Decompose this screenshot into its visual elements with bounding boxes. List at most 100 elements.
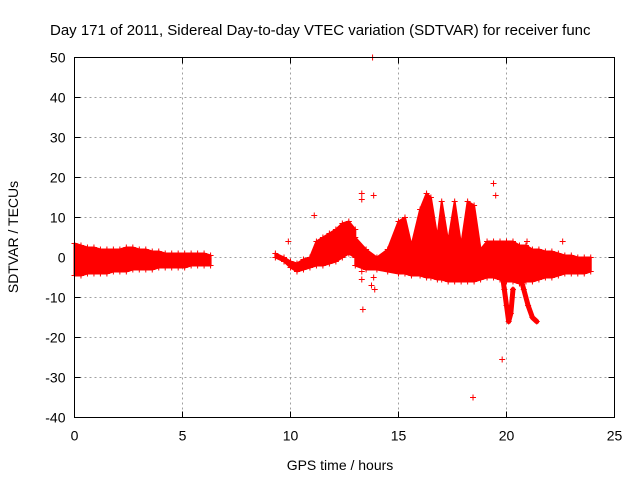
data-point — [535, 246, 542, 253]
y-axis-label: SDTVAR / TECUs — [5, 181, 21, 293]
data-point — [548, 274, 555, 281]
data-point — [287, 258, 294, 265]
data-point — [129, 266, 136, 273]
x-axis-label: GPS time / hours — [287, 457, 394, 473]
data-point — [162, 250, 169, 257]
data-point — [319, 262, 326, 269]
data-point — [168, 264, 175, 271]
data-point — [520, 286, 527, 293]
data-point — [384, 246, 391, 253]
data-point — [497, 238, 504, 245]
data-point — [503, 302, 510, 309]
outlier-point — [499, 356, 506, 363]
data-point — [293, 268, 300, 275]
data-point — [339, 220, 346, 227]
x-tick-label: 0 — [71, 428, 79, 444]
data-point — [287, 264, 294, 271]
data-point — [458, 278, 465, 285]
outlier-point — [358, 190, 365, 197]
data-point — [194, 262, 201, 269]
data-point — [471, 278, 478, 285]
data-point — [201, 262, 208, 269]
y-tick-label: -20 — [45, 330, 65, 346]
data-point — [363, 246, 370, 253]
data-point — [129, 244, 136, 251]
data-point — [509, 278, 516, 285]
outlier-point — [370, 192, 377, 199]
data-point — [408, 272, 415, 279]
data-band — [274, 220, 357, 273]
data-point — [445, 238, 452, 245]
data-point — [525, 302, 532, 309]
data-point — [300, 256, 307, 263]
data-point — [395, 270, 402, 277]
data-point — [451, 278, 458, 285]
data-point — [142, 266, 149, 273]
data-point — [516, 242, 523, 249]
data-point — [427, 194, 434, 201]
outlier-point — [470, 394, 477, 401]
data-point — [175, 264, 182, 271]
data-point — [97, 270, 104, 277]
outlier-point — [358, 268, 365, 275]
data-point — [110, 268, 117, 275]
y-tick-label: 10 — [50, 210, 66, 226]
x-tick-label: 20 — [499, 428, 515, 444]
outlier-point — [524, 238, 531, 245]
data-point — [188, 250, 195, 257]
data-point — [509, 286, 516, 293]
data-point — [548, 248, 555, 255]
y-tick-label: 0 — [58, 250, 66, 266]
data-point — [188, 262, 195, 269]
data-point — [136, 266, 143, 273]
y-tick-label: 20 — [50, 170, 66, 186]
data-point — [123, 244, 130, 251]
data-point — [451, 198, 458, 205]
data-point — [142, 246, 149, 253]
data-point — [116, 246, 123, 253]
data-point — [384, 268, 391, 275]
data-point — [401, 214, 408, 221]
data-point — [438, 276, 445, 283]
data-point — [332, 258, 339, 265]
data-point — [326, 260, 333, 267]
x-tick-label: 10 — [283, 428, 299, 444]
data-point — [568, 252, 575, 259]
data-point — [84, 244, 91, 251]
data-point — [207, 262, 214, 269]
data-point — [484, 274, 491, 281]
outlier-point — [368, 282, 375, 289]
data-band — [73, 242, 212, 277]
data-point — [77, 272, 84, 279]
outlier-point — [492, 192, 499, 199]
data-band — [354, 192, 592, 285]
data-points — [71, 54, 594, 401]
data-point — [149, 248, 156, 255]
data-point — [103, 246, 110, 253]
data-point — [401, 270, 408, 277]
data-point — [507, 310, 514, 317]
data-point — [464, 198, 471, 205]
data-point — [300, 266, 307, 273]
x-tick-label: 25 — [607, 428, 623, 444]
data-point — [116, 268, 123, 275]
data-point — [542, 248, 549, 255]
y-tick-label: -10 — [45, 290, 65, 306]
data-point — [281, 258, 288, 265]
data-point — [445, 278, 452, 285]
y-tick-label: 50 — [50, 50, 66, 66]
data-point — [194, 250, 201, 257]
data-point — [574, 270, 581, 277]
data-point — [352, 262, 359, 269]
data-point — [272, 254, 279, 261]
data-point — [181, 264, 188, 271]
data-point — [313, 262, 320, 269]
data-point — [123, 268, 130, 275]
data-point — [499, 270, 506, 277]
data-point — [464, 278, 471, 285]
x-tick-label: 5 — [179, 428, 187, 444]
data-point — [136, 246, 143, 253]
y-tick-label: 40 — [50, 90, 66, 106]
data-point — [408, 242, 415, 249]
outlier-point — [370, 274, 377, 281]
